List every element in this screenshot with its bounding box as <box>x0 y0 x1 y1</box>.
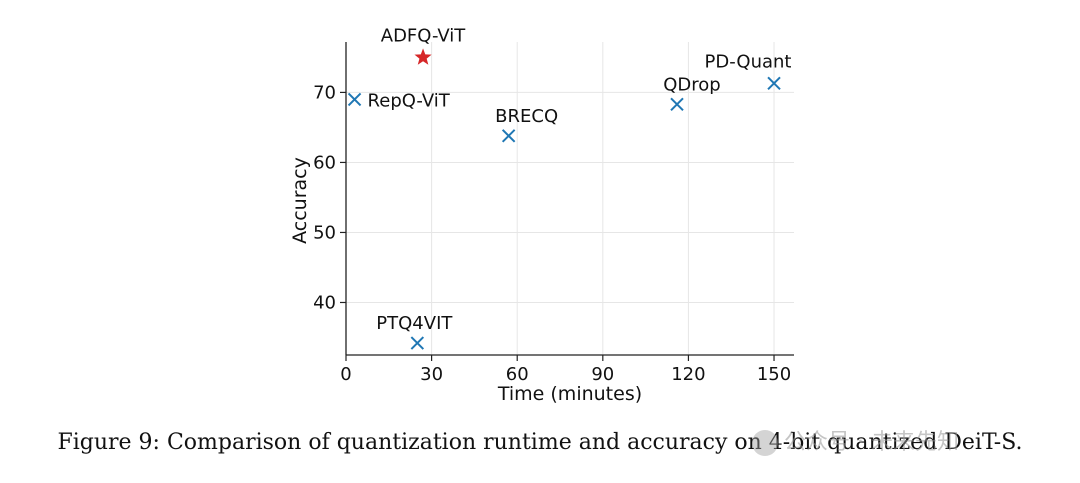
axes <box>345 42 794 356</box>
point-x-marker <box>670 97 684 112</box>
x-tick-label: 30 <box>420 364 443 385</box>
point-label: QDrop <box>663 74 720 95</box>
point-x-marker <box>501 129 516 143</box>
point-x-marker <box>347 92 362 107</box>
ticks: 0 30 60 90 120 150 40 50 60 70 <box>313 82 791 385</box>
y-tick-label: 70 <box>313 82 336 103</box>
point-star-marker <box>414 48 432 65</box>
x-tick-label: 0 <box>340 364 351 385</box>
y-tick-label: 40 <box>313 292 336 313</box>
point-label: PD-Quant <box>705 51 792 72</box>
watermark-text: 公众号 · 未来先知 <box>784 430 959 455</box>
point-label: PTQ4VIT <box>376 313 453 334</box>
figure-caption: Figure 9: Comparison of quantization run… <box>57 430 1023 455</box>
grid <box>345 42 794 355</box>
point-x-marker <box>767 76 781 91</box>
point-label: BRECQ <box>495 106 558 127</box>
y-tick-label: 60 <box>313 152 336 173</box>
point-label: RepQ-ViT <box>368 90 451 111</box>
y-axis-label: Accuracy <box>289 157 311 244</box>
point-x-marker <box>410 336 425 350</box>
x-tick-label: 90 <box>591 364 614 385</box>
x-tick-label: 120 <box>671 364 705 385</box>
point-label: ADFQ-ViT <box>381 25 467 46</box>
x-axis-label: Time (minutes) <box>497 383 642 405</box>
x-tick-label: 60 <box>506 364 529 385</box>
watermark: 公众号 · 未来先知 <box>752 424 959 456</box>
y-tick-label: 50 <box>313 222 336 243</box>
wechat-icon <box>752 430 778 456</box>
x-tick-label: 150 <box>757 364 791 385</box>
